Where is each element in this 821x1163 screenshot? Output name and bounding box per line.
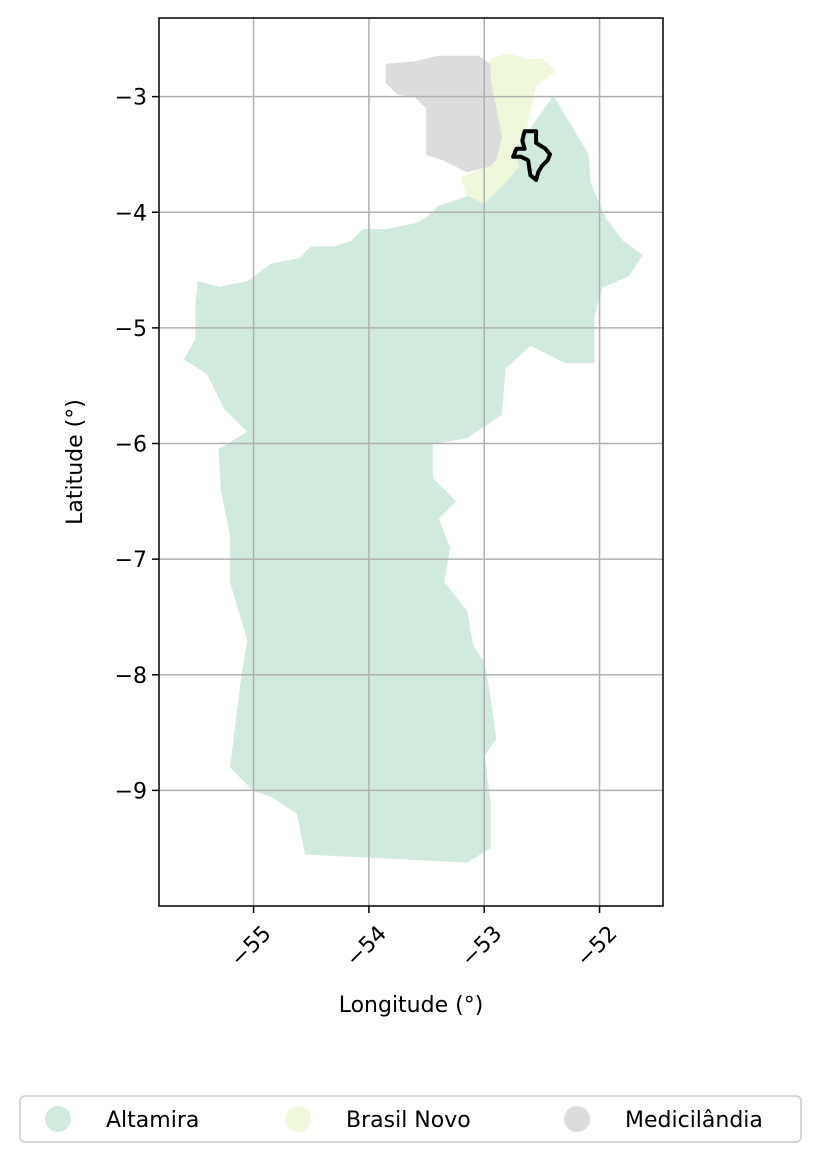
legend-marker-medicilandia	[564, 1106, 590, 1132]
region-medicilandia	[385, 55, 502, 173]
legend-label-brasil-novo: Brasil Novo	[346, 1108, 471, 1133]
x-tick-label: −52	[572, 921, 623, 972]
region-altamira	[183, 96, 643, 863]
y-tick-label: −6	[115, 433, 147, 458]
y-tick-label: −8	[115, 664, 147, 689]
highlight-outline	[511, 129, 552, 182]
grid-layer	[159, 18, 663, 906]
legend-label-altamira: Altamira	[106, 1108, 199, 1133]
x-axis-label: Longitude (°)	[339, 993, 484, 1018]
x-tick-label: −54	[341, 921, 392, 972]
legend-box	[19, 1095, 802, 1143]
legend-marker-altamira	[45, 1106, 71, 1132]
x-tick-label: −55	[226, 921, 277, 972]
legend-label-medicilandia: Medicilândia	[625, 1108, 763, 1133]
legend: Altamira Brasil Novo Medicilândia	[19, 1095, 802, 1143]
y-tick-label: −5	[115, 317, 147, 342]
x-tick-label: −53	[457, 921, 508, 972]
legend-marker-brasil-novo	[285, 1106, 311, 1132]
y-axis-label: Latitude (°)	[63, 399, 88, 525]
x-ticks: −55 −54 −53 −52	[226, 906, 623, 972]
plot-frame	[158, 17, 664, 907]
y-ticks: −3 −4 −5 −6 −7 −8 −9	[115, 86, 159, 804]
y-tick-label: −3	[115, 86, 147, 111]
y-tick-label: −9	[115, 779, 147, 804]
highlight-layer	[511, 129, 552, 182]
y-tick-label: −4	[115, 201, 147, 226]
regions-layer	[183, 53, 643, 863]
y-tick-label: −7	[115, 548, 147, 573]
